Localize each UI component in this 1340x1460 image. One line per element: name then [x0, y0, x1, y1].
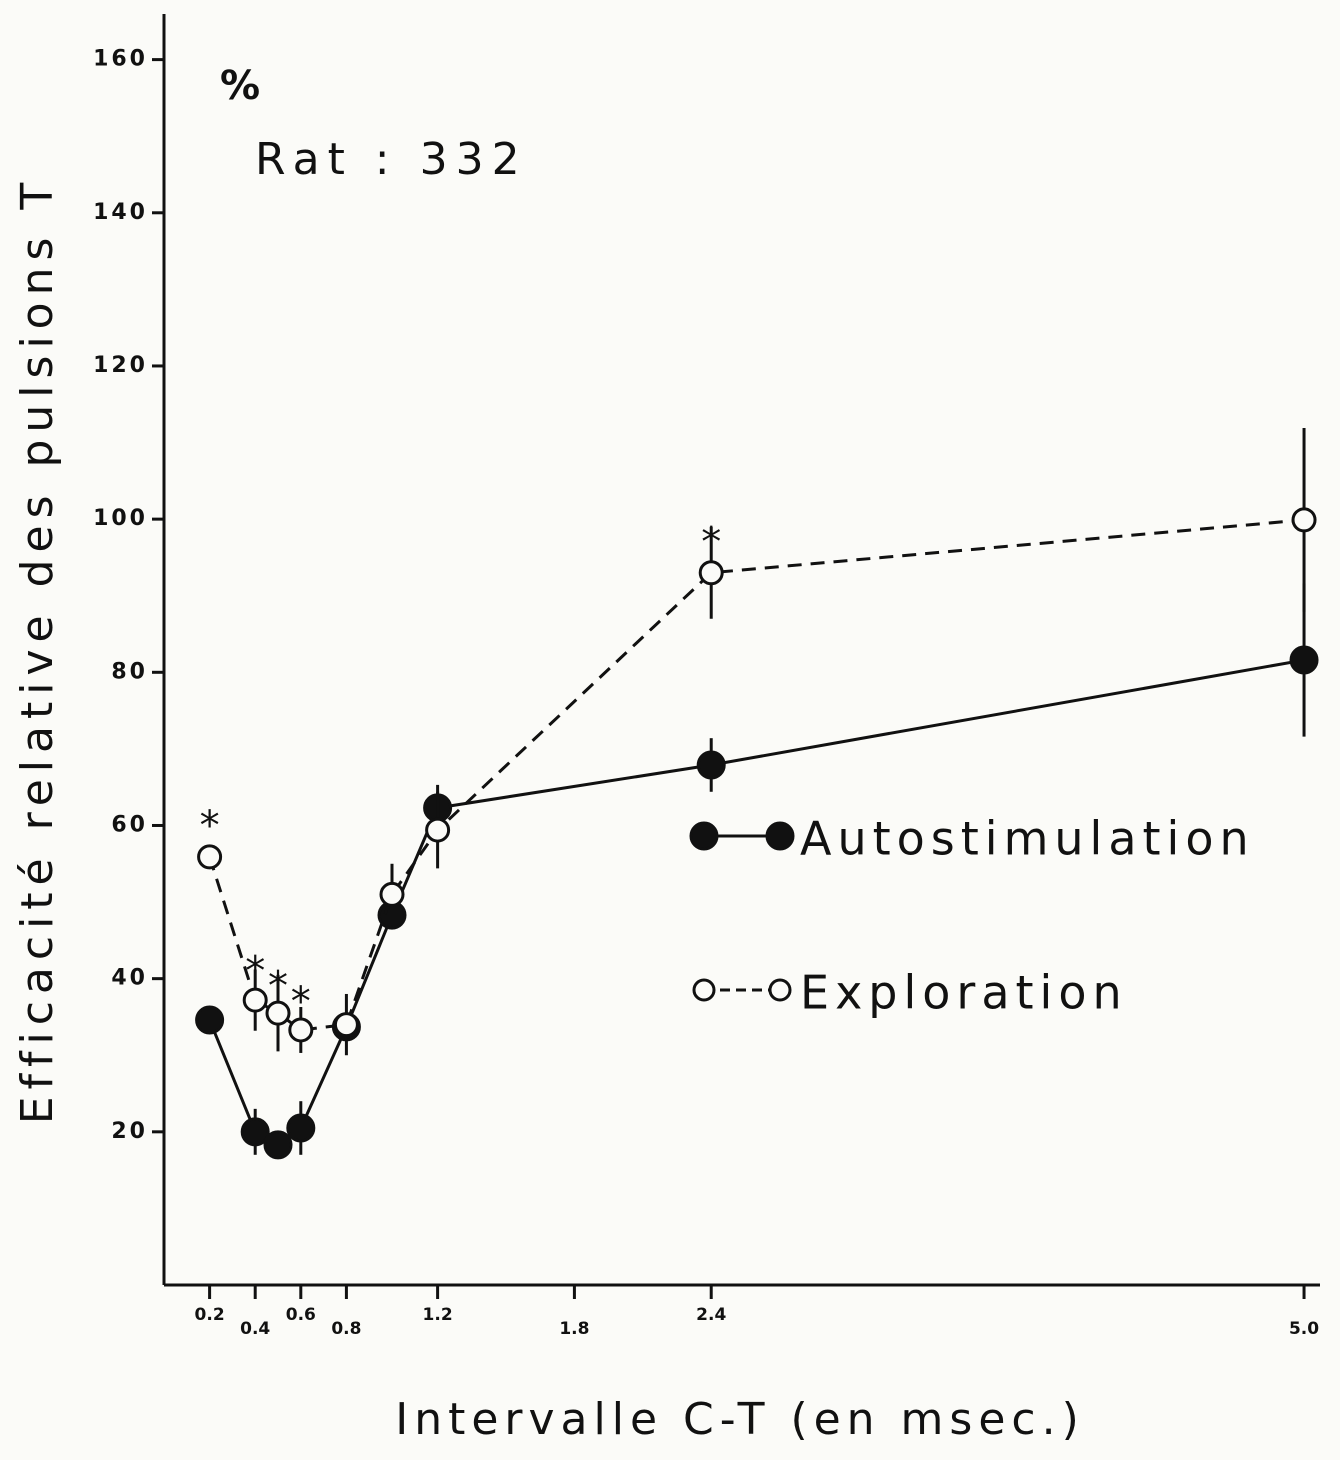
data-point	[265, 1000, 291, 1026]
data-point	[698, 560, 724, 586]
legend-marker	[692, 978, 716, 1002]
data-point	[333, 1012, 359, 1038]
subject-label: Rat : 332	[255, 134, 528, 185]
x-tick-label: 2.4	[696, 1305, 726, 1325]
annotation: *	[268, 964, 288, 1010]
y-tick-label: 20	[111, 1119, 148, 1144]
legend-marker	[689, 821, 719, 851]
annotation: *	[200, 803, 220, 849]
y-tick-label: 80	[111, 659, 148, 684]
legend-marker	[768, 978, 792, 1002]
x-tick-label: 1.2	[423, 1305, 453, 1325]
legend-label: Exploration	[800, 966, 1128, 1020]
data-point	[240, 1117, 270, 1147]
data-point	[195, 1005, 225, 1035]
x-tick-label: 0.6	[286, 1305, 316, 1325]
y-tick-label: 60	[111, 812, 148, 837]
x-tick-label: 0.2	[195, 1305, 225, 1325]
legend-label: Autostimulation	[800, 812, 1255, 866]
data-point	[263, 1130, 293, 1160]
data-point	[379, 881, 405, 907]
x-tick-label: 1.8	[559, 1319, 589, 1339]
unit-label: %	[220, 63, 260, 109]
series-line	[208, 518, 1305, 1032]
x-tick-label: 0.8	[331, 1319, 361, 1339]
annotation: *	[701, 519, 721, 565]
data-point	[425, 817, 451, 843]
y-tick-label: 140	[93, 200, 148, 225]
data-point	[197, 844, 223, 870]
x-tick-label: 0.4	[240, 1319, 270, 1339]
y-tick-label: 160	[93, 47, 148, 72]
data-point	[1291, 507, 1317, 533]
y-tick-label: 40	[111, 966, 148, 991]
annotation: *	[291, 979, 311, 1025]
x-axis-label: Intervalle C-T (en msec.)	[395, 1394, 1085, 1445]
legend-marker	[765, 821, 795, 851]
series-line	[208, 658, 1305, 1147]
data-point	[242, 987, 268, 1013]
y-tick-label: 120	[93, 353, 148, 378]
x-tick-label: 5.0	[1289, 1319, 1319, 1339]
data-point	[696, 750, 726, 780]
y-axis-label: Efficacité relative des pulsions T	[12, 176, 63, 1125]
data-point	[286, 1113, 316, 1143]
data-point	[1289, 645, 1319, 675]
annotation: *	[245, 948, 265, 994]
y-tick-label: 100	[93, 506, 148, 531]
data-point	[288, 1017, 314, 1043]
